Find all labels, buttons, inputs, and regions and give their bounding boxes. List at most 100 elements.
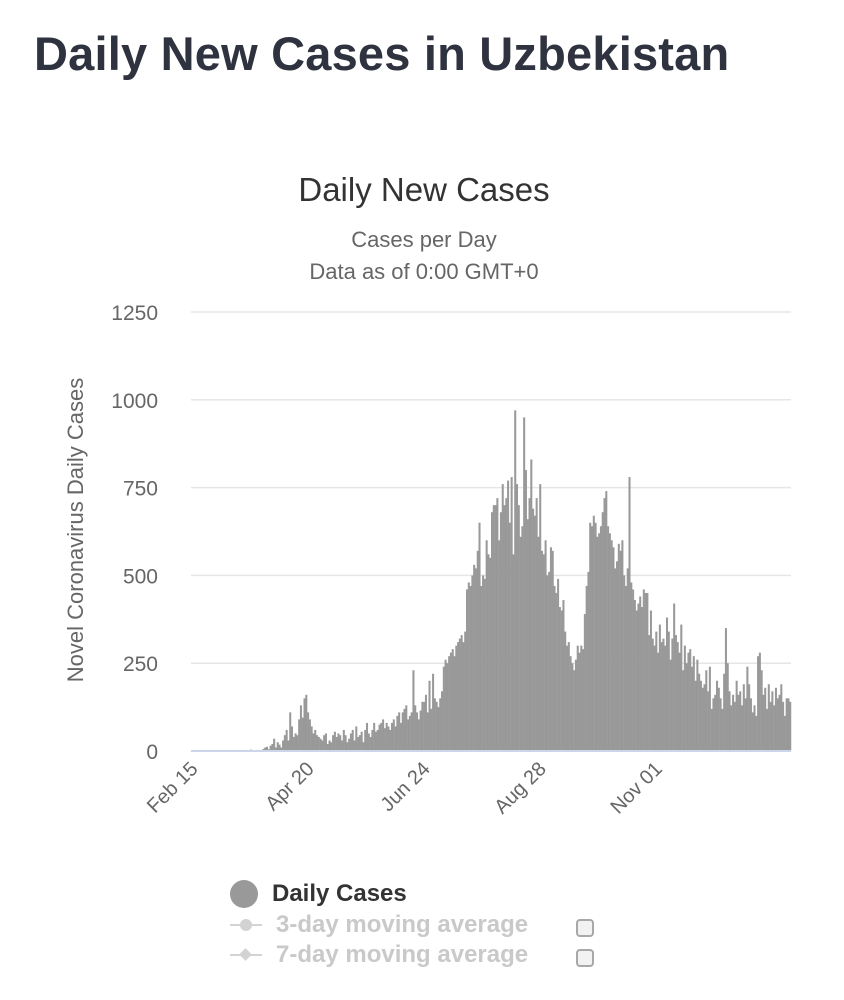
data-bar <box>283 735 286 751</box>
ma7-checkbox[interactable] <box>576 949 594 967</box>
data-bar <box>567 642 570 751</box>
data-bar <box>314 729 317 751</box>
data-bar <box>271 743 274 751</box>
data-bar <box>294 733 297 751</box>
data-bar <box>707 691 710 751</box>
data-bar <box>333 731 336 751</box>
data-bar <box>714 694 717 751</box>
data-bar <box>539 484 542 751</box>
data-bar <box>444 659 447 751</box>
data-bar <box>487 554 490 751</box>
data-bar <box>608 533 611 751</box>
data-bar <box>408 715 411 751</box>
data-bar <box>514 410 517 751</box>
data-bar <box>719 698 722 751</box>
data-bar <box>473 564 476 751</box>
data-bar <box>542 554 545 751</box>
ma3-checkbox[interactable] <box>576 919 594 937</box>
data-bar <box>623 575 626 751</box>
data-bar <box>730 705 733 751</box>
data-bar <box>437 707 440 751</box>
data-bar <box>746 666 749 751</box>
data-bar <box>535 498 538 751</box>
data-bar <box>433 698 436 751</box>
data-bar <box>330 742 333 751</box>
y-tick-label: 1000 <box>111 390 158 413</box>
data-bar <box>285 729 288 751</box>
data-bar <box>773 705 776 751</box>
data-bar <box>735 680 738 751</box>
chart-title: Daily New Cases <box>298 171 549 208</box>
data-bar <box>651 638 654 751</box>
y-tick-label: 0 <box>146 741 158 764</box>
data-bar <box>480 585 483 751</box>
data-bar <box>462 642 465 751</box>
data-bar <box>296 735 299 751</box>
data-bar <box>712 698 715 751</box>
data-bar <box>569 656 572 751</box>
data-bar <box>680 624 683 751</box>
data-bar <box>503 505 506 751</box>
data-bar <box>305 694 308 751</box>
data-bar <box>635 610 638 751</box>
data-bar <box>280 747 283 751</box>
legend-item-3day-ma[interactable]: 3-day moving average <box>230 911 528 939</box>
data-bar <box>328 740 331 751</box>
data-bar <box>732 694 735 751</box>
data-bar <box>716 680 719 751</box>
data-bar <box>558 607 561 751</box>
data-bar <box>637 603 640 751</box>
chart-data-as-of: Data as of 0:00 GMT+0 <box>309 259 538 284</box>
data-bar <box>494 505 497 751</box>
data-bar <box>453 656 456 751</box>
data-bar <box>287 740 290 751</box>
data-bar <box>580 645 583 751</box>
data-bar <box>407 719 410 751</box>
data-bar <box>492 505 495 751</box>
data-bar <box>351 729 354 751</box>
legend-item-daily-cases[interactable]: Daily Cases <box>230 880 407 908</box>
data-bar <box>766 708 769 751</box>
data-bar <box>789 701 792 751</box>
data-bar <box>516 484 519 751</box>
data-bar <box>769 701 772 751</box>
data-bar <box>512 554 515 751</box>
data-bar <box>667 631 670 751</box>
data-bar <box>617 543 620 751</box>
data-bar <box>741 705 744 751</box>
data-bar <box>416 712 419 751</box>
data-bar <box>673 603 676 751</box>
data-bar <box>739 691 742 751</box>
data-bar <box>742 684 745 751</box>
data-bar <box>460 635 463 751</box>
data-bar <box>648 635 651 751</box>
data-bar <box>362 742 365 751</box>
data-bar <box>553 585 556 751</box>
data-bar <box>724 628 727 751</box>
data-bar <box>587 571 590 751</box>
data-bar <box>482 575 485 751</box>
data-bar <box>357 736 360 751</box>
data-bar <box>624 585 627 751</box>
data-bar <box>448 656 451 751</box>
data-bar <box>578 652 581 751</box>
data-bar <box>489 557 492 751</box>
data-bar <box>312 733 315 751</box>
data-bar <box>751 712 754 751</box>
data-bar <box>721 708 724 751</box>
data-bar <box>391 722 394 751</box>
data-bar <box>326 743 329 751</box>
data-bar <box>705 670 708 751</box>
x-tick-label: Jun 24 <box>377 758 435 816</box>
data-bar <box>532 508 535 751</box>
data-bar <box>544 540 547 751</box>
legend-item-7day-ma[interactable]: 7-day moving average <box>230 941 528 969</box>
data-bar <box>610 540 613 751</box>
x-tick-label: Aug 28 <box>490 758 550 818</box>
data-bar <box>566 645 569 751</box>
data-bar <box>783 715 786 751</box>
data-bar <box>451 649 454 751</box>
data-bar <box>607 526 610 751</box>
data-bar <box>592 515 595 751</box>
data-bar <box>383 728 386 751</box>
